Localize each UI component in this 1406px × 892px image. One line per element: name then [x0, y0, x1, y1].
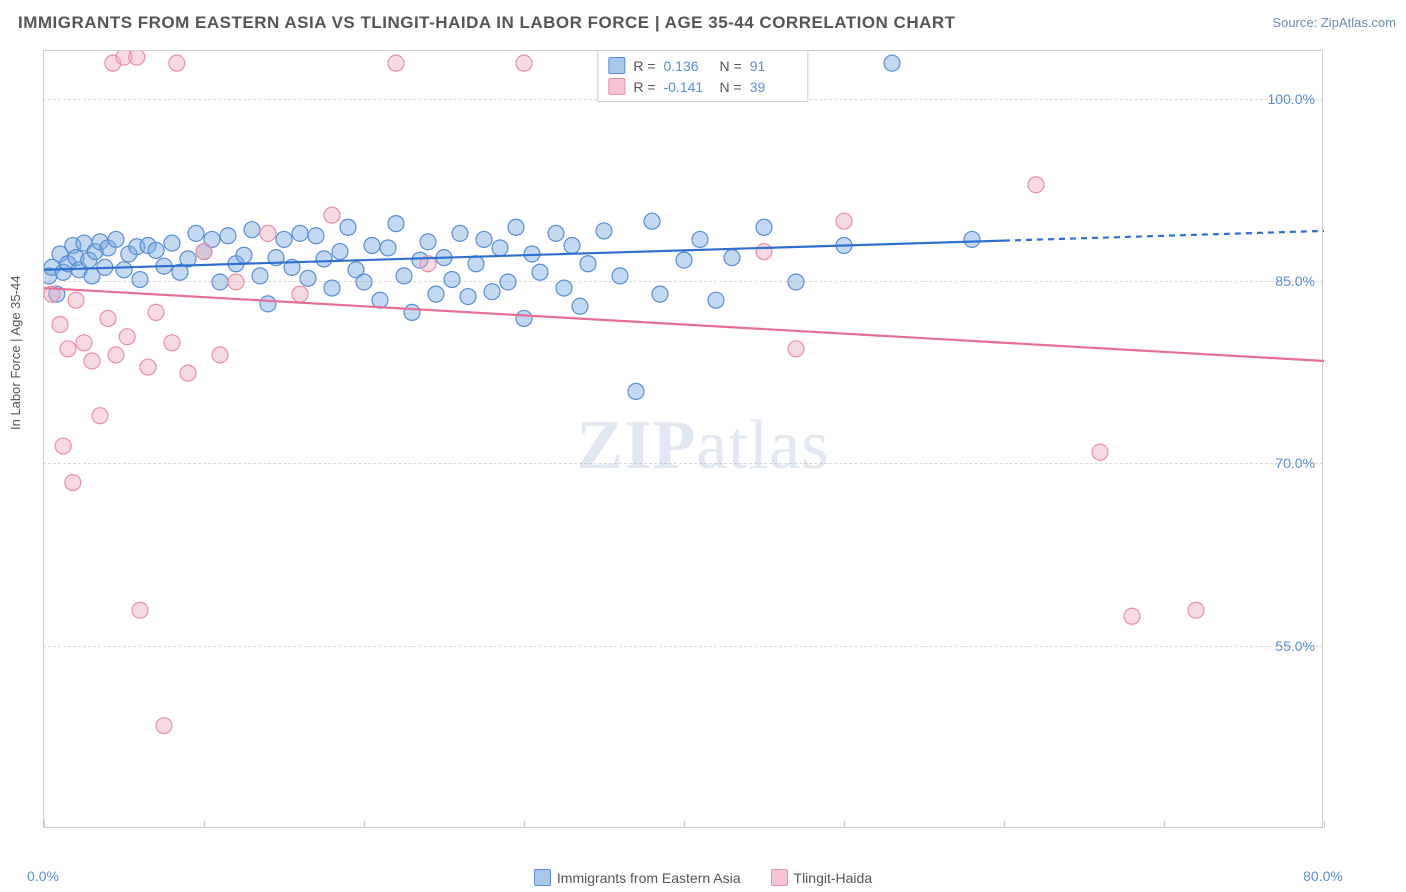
r-value: 0.136	[664, 58, 712, 74]
source-label: Source:	[1272, 15, 1317, 30]
n-label: N =	[720, 58, 742, 74]
legend-item: Immigrants from Eastern Asia	[534, 869, 741, 886]
source-link[interactable]: ZipAtlas.com	[1321, 15, 1396, 30]
n-value: 91	[750, 58, 798, 74]
correlation-legend: R = 0.136 N = 91 R = -0.141 N = 39	[597, 50, 808, 102]
r-label: R =	[633, 79, 655, 95]
chart-title: IMMIGRANTS FROM EASTERN ASIA VS TLINGIT-…	[18, 13, 956, 33]
correlation-legend-row: R = -0.141 N = 39	[608, 76, 797, 97]
r-value: -0.141	[664, 79, 712, 95]
n-value: 39	[750, 79, 798, 95]
y-tick-label: 70.0%	[1275, 455, 1315, 471]
y-tick-label: 100.0%	[1268, 91, 1315, 107]
y-tick-label: 55.0%	[1275, 638, 1315, 654]
correlation-legend-row: R = 0.136 N = 91	[608, 55, 797, 76]
plot-area	[43, 50, 1323, 828]
series-legend: Immigrants from Eastern Asia Tlingit-Haid…	[0, 869, 1406, 886]
scatter-plot-svg	[44, 51, 1324, 829]
y-tick-label: 85.0%	[1275, 273, 1315, 289]
source-attribution: Source: ZipAtlas.com	[1272, 15, 1396, 30]
legend-swatch	[771, 869, 788, 886]
legend-swatch	[534, 869, 551, 886]
legend-swatch	[608, 78, 625, 95]
n-label: N =	[720, 79, 742, 95]
legend-swatch	[608, 57, 625, 74]
legend-item: Tlingit-Haida	[771, 869, 873, 886]
legend-label: Immigrants from Eastern Asia	[557, 870, 741, 886]
legend-label: Tlingit-Haida	[794, 870, 873, 886]
y-axis-label: In Labor Force | Age 35-44	[8, 276, 23, 430]
r-label: R =	[633, 58, 655, 74]
